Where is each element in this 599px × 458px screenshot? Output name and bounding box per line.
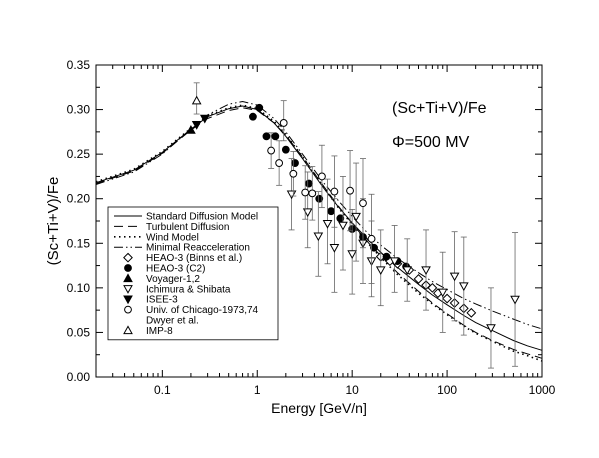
point-heao-3-c2 (382, 252, 391, 261)
point-heao-3-binns-et-al (466, 307, 477, 318)
point-univ-of-chicago-1973-74 (359, 199, 367, 208)
point-ichimura-shibata (313, 232, 324, 242)
point-univ-of-chicago-1973-74 (275, 159, 284, 167)
legend-marker (124, 305, 132, 314)
point-heao-3-c2 (281, 145, 290, 154)
legend-label: Standard Diffusion Model (146, 212, 258, 223)
legend-label: HEAO-3 (C2) (146, 264, 205, 275)
point-univ-of-chicago-1973-74 (289, 169, 298, 178)
point-heao-3-binns-et-al (427, 282, 438, 293)
point-heao-3-binns-et-al (413, 274, 424, 284)
legend-marker (123, 285, 133, 294)
legend-marker (123, 273, 133, 283)
y-tick-label: 0.05 (67, 325, 91, 339)
x-tick-label: 10 (345, 383, 359, 397)
point-heao-3-c2 (315, 194, 324, 203)
point-ichimura-shibata (421, 266, 431, 276)
x-axis-ticks: 0.1 1 10 100 1000 (95, 65, 556, 397)
x-axis-label: Energy [GeV/n] (271, 400, 367, 416)
point-isee-3 (199, 114, 210, 124)
point-univ-of-chicago-1973-74 (318, 172, 326, 181)
point-heao-3-c2 (291, 159, 299, 167)
y-tick-label: 0.10 (67, 281, 91, 295)
legend-marker (123, 252, 133, 263)
model-curves (95, 100, 543, 362)
x-tick-label: 1000 (529, 383, 556, 397)
y-tick-label: 0.30 (67, 103, 91, 117)
point-ichimura-shibata (389, 257, 400, 267)
curve-standard-diffusion-model (95, 105, 543, 351)
legend-label: IMP-8 (146, 326, 173, 337)
curve-minimal-reacceleration (95, 100, 543, 330)
legend-label: Turbulent Diffusion (146, 222, 229, 233)
point-ichimura-shibata (286, 190, 297, 200)
point-ichimura-shibata (338, 221, 348, 231)
legend-label: Ichimura & Shibata (146, 284, 231, 295)
legend-marker (124, 264, 132, 272)
point-ichimura-shibata (437, 288, 448, 298)
x-tick-label: 100 (437, 383, 457, 397)
legend-label: Wind Model (146, 232, 199, 243)
point-heao-3-c2 (327, 207, 336, 216)
legend-label: HEAO-3 (Binns et al.) (146, 253, 242, 264)
annotation-ratio: (Sc+Ti+V)/Fe (392, 100, 487, 117)
point-heao-3-c2 (370, 243, 378, 252)
y-axis-ticks: 0.00 0.05 0.10 0.15 0.20 0.25 0.30 0.35 (67, 58, 542, 384)
y-tick-label: 0.25 (67, 147, 91, 161)
point-ichimura-shibata (402, 266, 413, 276)
legend-box (107, 206, 279, 341)
point-univ-of-chicago-1973-74 (279, 119, 288, 127)
legend-label: Minimal Reacceleration (146, 243, 250, 254)
point-heao-3-c2 (249, 112, 257, 121)
point-univ-of-chicago-1973-74 (330, 187, 339, 196)
legend-marker (123, 325, 133, 335)
point-ichimura-shibata (458, 282, 469, 292)
point-heao-3-c2 (255, 103, 264, 112)
point-univ-of-chicago-1973-74 (367, 234, 376, 243)
y-tick-label: 0.15 (67, 236, 91, 250)
point-heao-3-c2 (262, 132, 271, 141)
point-ichimura-shibata (486, 324, 496, 334)
point-heao-3-c2 (336, 214, 345, 223)
point-ichimura-shibata (351, 212, 361, 222)
point-isee-3 (191, 121, 202, 130)
annotation-phi: Φ=500 MV (392, 134, 470, 151)
point-univ-of-chicago-1973-74 (308, 189, 317, 198)
x-tick-label: 0.1 (154, 383, 171, 397)
point-univ-of-chicago-1973-74 (267, 146, 276, 155)
point-univ-of-chicago-1973-74 (301, 188, 310, 197)
point-ichimura-shibata (329, 244, 340, 253)
point-ichimura-shibata (510, 295, 520, 305)
point-imp-8 (191, 95, 202, 105)
point-heao-3-binns-et-al (442, 293, 452, 304)
point-voyager-1-2 (186, 125, 196, 134)
legend-label: Univ. of Chicago-1973,74 (146, 305, 259, 316)
legend-label: Dwyer et al. (146, 316, 199, 327)
point-ichimura-shibata (375, 266, 386, 276)
legend-label: ISEE-3 (146, 295, 178, 306)
point-ichimura-shibata (449, 272, 460, 282)
y-tick-label: 0.20 (67, 192, 91, 206)
legend-label: Voyager-1,2 (146, 274, 200, 285)
legend-marker (123, 295, 133, 305)
data-points (186, 82, 520, 369)
point-ichimura-shibata (347, 250, 358, 260)
point-ichimura-shibata (302, 208, 313, 218)
y-tick-label: 0.35 (67, 58, 91, 72)
point-heao-3-c2 (271, 132, 280, 141)
point-heao-3-c2 (304, 179, 313, 188)
point-univ-of-chicago-1973-74 (346, 186, 354, 195)
y-tick-label: 0.00 (67, 370, 91, 384)
y-axis-label: (Sc+Ti+V)/Fe (45, 177, 62, 266)
point-ichimura-shibata (322, 219, 333, 229)
x-tick-label: 1 (254, 383, 261, 397)
